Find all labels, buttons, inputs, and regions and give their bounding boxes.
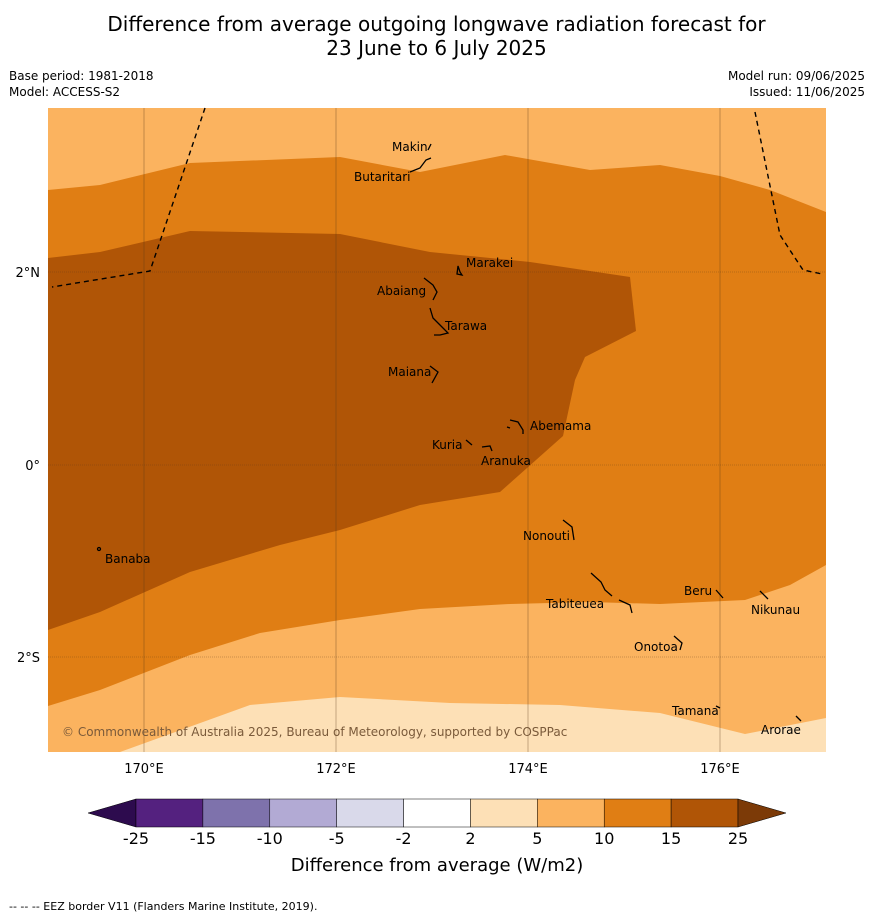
island-kuria bbox=[465, 439, 473, 446]
island-tabiteuea-north bbox=[590, 572, 613, 597]
label-tabiteuea: Tabiteuea bbox=[545, 597, 604, 611]
lon-label-176e: 176°E bbox=[700, 762, 740, 777]
label-maiana: Maiana bbox=[388, 365, 431, 379]
label-banaba: Banaba bbox=[105, 552, 151, 566]
place-labels: Makin Butaritari Marakei Abaiang Tarawa … bbox=[105, 140, 801, 737]
island-tamana bbox=[715, 705, 721, 709]
colorbar-boxes bbox=[135, 798, 739, 828]
label-onotoa: Onotoa bbox=[634, 640, 678, 654]
title-line-1: Difference from average outgoing longwav… bbox=[107, 12, 766, 36]
islands bbox=[96, 143, 802, 722]
meta-right: Model run: 09/06/2025 Issued: 11/06/2025 bbox=[728, 68, 865, 100]
model-name: Model: ACCESS-S2 bbox=[9, 85, 121, 99]
copyright-notice: © Commonwealth of Australia 2025, Bureau… bbox=[62, 725, 567, 739]
label-beru: Beru bbox=[684, 584, 712, 598]
colorbar: -25 -15 -10 -5 -2 2 5 10 15 25 Difference from av… bbox=[87, 798, 787, 876]
colorbar-tick-label: -2 bbox=[396, 829, 412, 848]
island-aranuka bbox=[481, 445, 493, 452]
band-2-5 bbox=[48, 697, 826, 752]
colorbar-box bbox=[336, 798, 404, 828]
label-nonouti: Nonouti bbox=[523, 529, 570, 543]
base-period: Base period: 1981-2018 bbox=[9, 69, 154, 83]
colorbar-label: Difference from average (W/m2) bbox=[291, 855, 583, 876]
island-butaritari bbox=[409, 157, 432, 173]
island-onotoa bbox=[673, 635, 683, 651]
eez-footnote: -- -- -- EEZ border V11 (Flanders Marine… bbox=[9, 900, 318, 913]
label-butaritari: Butaritari bbox=[354, 170, 411, 184]
colorbar-tick-label: -25 bbox=[123, 829, 149, 848]
colorbar-tick-label: -10 bbox=[257, 829, 283, 848]
forecast-map: Makin Butaritari Marakei Abaiang Tarawa … bbox=[16, 107, 826, 876]
label-tamana: Tamana bbox=[671, 704, 719, 718]
island-banaba bbox=[96, 546, 102, 552]
label-tarawa: Tarawa bbox=[444, 319, 487, 333]
map-title: Difference from average outgoing longwav… bbox=[0, 12, 873, 60]
colorbar-tick-label: 10 bbox=[594, 829, 614, 848]
island-marakei bbox=[456, 265, 464, 276]
colorbar-tick-label: 15 bbox=[661, 829, 681, 848]
model-run: Model run: 09/06/2025 bbox=[727, 69, 865, 83]
colorbar-tick-label: -5 bbox=[329, 829, 345, 848]
label-arorae: Arorae bbox=[761, 723, 801, 737]
island-tabiteuea-south bbox=[618, 599, 633, 614]
colorbar-ticks: -25 -15 -10 -5 -2 2 5 10 15 25 bbox=[123, 829, 748, 848]
label-abemama: Abemama bbox=[530, 419, 591, 433]
island-maiana bbox=[429, 365, 439, 384]
eez-border-east bbox=[754, 111, 823, 275]
label-aranuka: Aranuka bbox=[481, 454, 531, 468]
meta-left: Base period: 1981-2018 Model: ACCESS-S2 bbox=[9, 68, 154, 100]
colorbar-over-arrow bbox=[737, 798, 787, 828]
colorbar-box bbox=[269, 798, 337, 828]
island-abemama bbox=[509, 419, 524, 434]
island-abaiang bbox=[423, 277, 438, 301]
issued-date: Issued: 11/06/2025 bbox=[749, 85, 865, 99]
island-beru bbox=[715, 589, 724, 599]
colorbar-tick-label: 25 bbox=[728, 829, 748, 848]
island-abemama-west bbox=[506, 426, 511, 429]
island-nikunau bbox=[759, 590, 769, 600]
lon-label-172e: 172°E bbox=[316, 762, 356, 777]
axis-labels: 2°N 0° 2°S 170°E 172°E 174°E 176°E bbox=[16, 266, 740, 777]
colorbar-tick-label: -15 bbox=[190, 829, 216, 848]
graticule bbox=[48, 108, 826, 752]
eez-border-west bbox=[51, 107, 206, 288]
colorbar-box bbox=[470, 798, 538, 828]
title-line-2: 23 June to 6 July 2025 bbox=[326, 36, 547, 60]
colorbar-box bbox=[603, 798, 672, 828]
island-makin bbox=[427, 143, 432, 151]
label-abaiang: Abaiang bbox=[377, 284, 426, 298]
island-tarawa bbox=[429, 307, 450, 336]
island-arorae bbox=[795, 715, 802, 722]
label-kuria: Kuria bbox=[432, 438, 463, 452]
lon-label-174e: 174°E bbox=[508, 762, 548, 777]
eez-border bbox=[51, 107, 823, 288]
colorbar-box bbox=[537, 798, 605, 828]
label-marakei: Marakei bbox=[466, 256, 513, 270]
colorbar-box bbox=[135, 798, 204, 828]
lat-label-2s: 2°S bbox=[17, 651, 40, 666]
label-makin: Makin bbox=[392, 140, 428, 154]
lat-label-2n: 2°N bbox=[16, 266, 41, 281]
colorbar-box bbox=[670, 798, 739, 828]
colorbar-box bbox=[403, 798, 471, 828]
lat-label-0: 0° bbox=[25, 459, 40, 474]
colorbar-tick-label: 2 bbox=[465, 829, 475, 848]
colorbar-tick-label: 5 bbox=[532, 829, 542, 848]
colorbar-box bbox=[202, 798, 271, 828]
lon-label-170e: 170°E bbox=[124, 762, 164, 777]
shaded-regions bbox=[48, 108, 826, 752]
island-nonouti bbox=[562, 519, 575, 541]
colorbar-under-arrow bbox=[87, 798, 137, 828]
label-nikunau: Nikunau bbox=[751, 603, 800, 617]
band-15-25 bbox=[48, 231, 636, 630]
